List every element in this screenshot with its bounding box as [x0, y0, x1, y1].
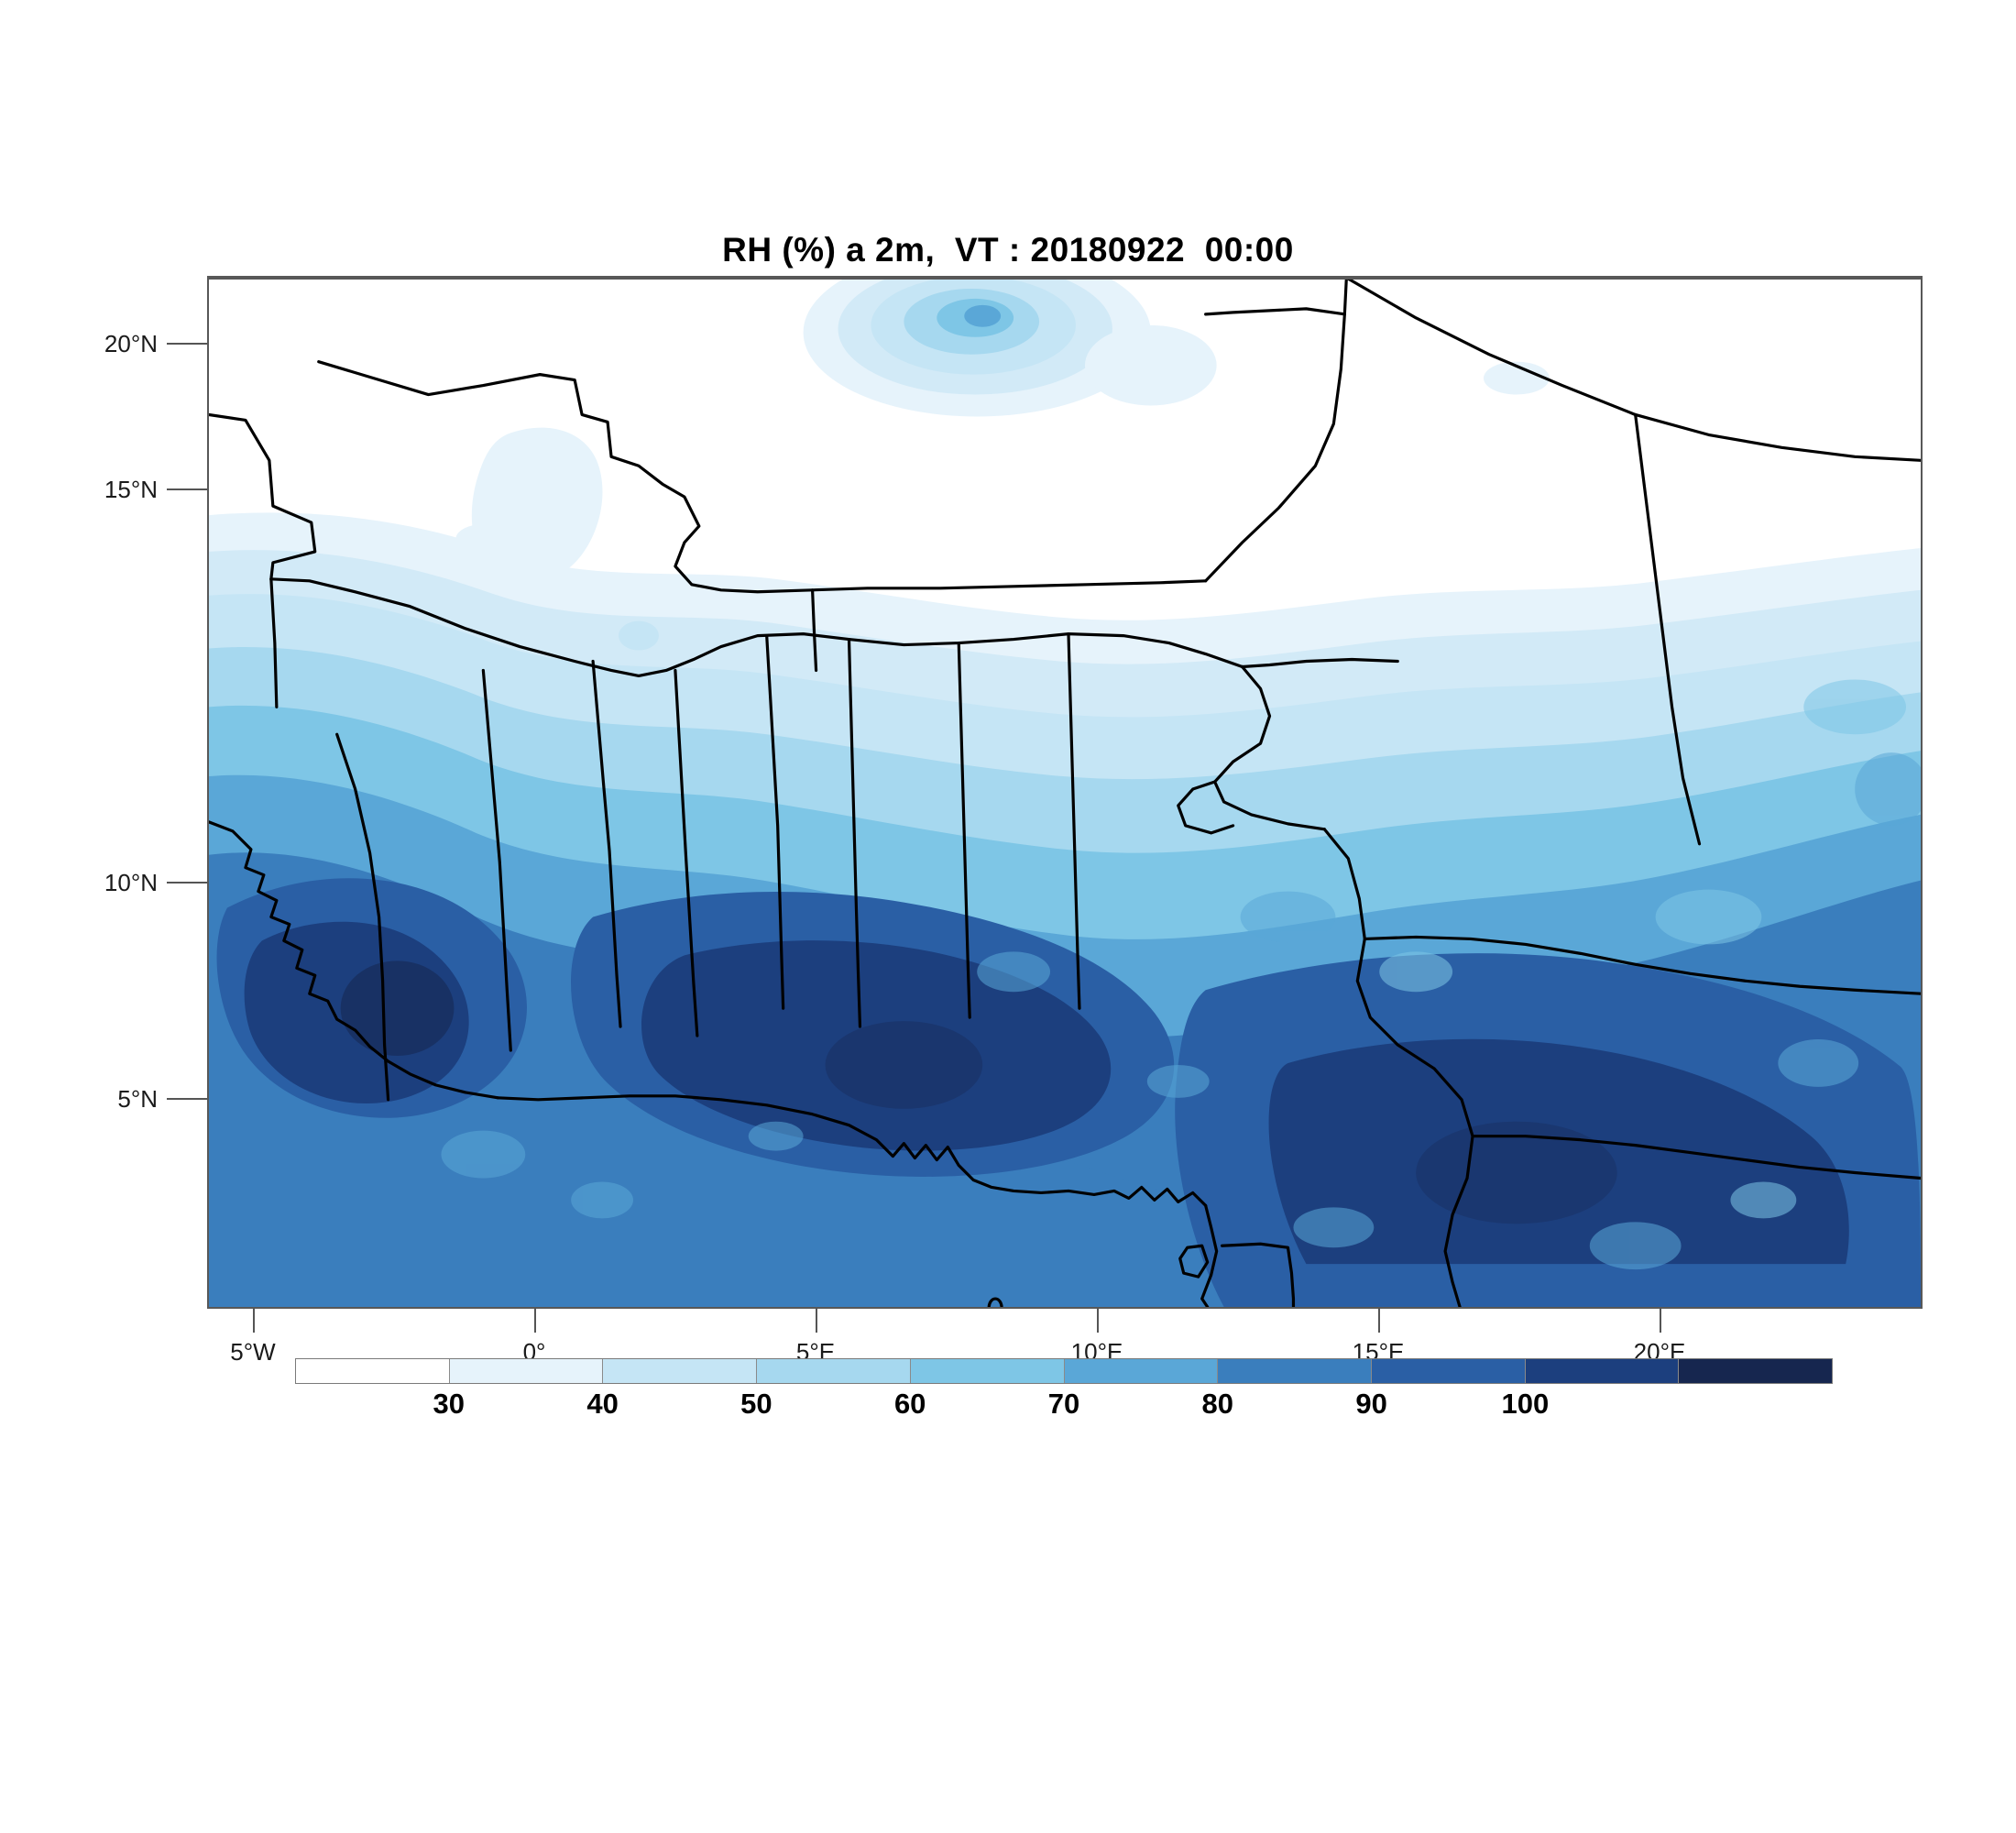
- ytick-line-15N: [167, 488, 207, 490]
- colorbar-tick-50: 50: [740, 1388, 772, 1420]
- colorbar-segment-70-80: [1063, 1359, 1218, 1383]
- xtick-line-10E: [1097, 1309, 1099, 1333]
- map-plot-area: [207, 276, 1923, 1309]
- colorbar-tick-100: 100: [1501, 1388, 1550, 1420]
- colorbar-segment-60-70: [909, 1359, 1064, 1383]
- colorbar-gradient: [295, 1358, 1833, 1384]
- colorbar-segment-30-40: [448, 1359, 603, 1383]
- colorbar-tick-90: 90: [1355, 1388, 1387, 1420]
- ytick-line-10N: [167, 882, 207, 884]
- chart-title: RH (%) a 2m, VT : 20180922 00:00: [722, 231, 1294, 269]
- colorbar-tick-60: 60: [893, 1388, 926, 1420]
- colorbar-tick-30: 30: [433, 1388, 466, 1420]
- colorbar: 30 40 50 60 70 80 90 100: [295, 1358, 1833, 1420]
- colorbar-segment-40-50: [602, 1359, 757, 1383]
- xtick-line-15E: [1378, 1309, 1380, 1333]
- colorbar-segment->110: [1678, 1359, 1833, 1383]
- xtick-label-5W: 5°W: [230, 1338, 276, 1366]
- xtick-line-5W: [253, 1309, 255, 1333]
- xtick-line-20E: [1660, 1309, 1661, 1333]
- ytick-label-15N: 15°N: [104, 476, 158, 503]
- ytick-label-5N: 5°N: [117, 1085, 158, 1113]
- colorbar-segment-20-30: [296, 1359, 449, 1383]
- ytick-line-20N: [167, 343, 207, 345]
- colorbar-tick-40: 40: [586, 1388, 619, 1420]
- colorbar-segment-50-60: [756, 1359, 910, 1383]
- ytick-label-20N: 20°N: [104, 330, 158, 357]
- colorbar-segment-100-110: [1524, 1359, 1679, 1383]
- colorbar-tick-70: 70: [1047, 1388, 1080, 1420]
- ytick-label-10N: 10°N: [104, 869, 158, 896]
- rh-contour-map: [209, 278, 1921, 1307]
- ytick-line-5N: [167, 1098, 207, 1100]
- xtick-line-5E: [816, 1309, 817, 1333]
- colorbar-tick-80: 80: [1201, 1388, 1234, 1420]
- xtick-line-0: [534, 1309, 536, 1333]
- colorbar-segment-90-100: [1370, 1359, 1525, 1383]
- colorbar-segment-80-90: [1217, 1359, 1371, 1383]
